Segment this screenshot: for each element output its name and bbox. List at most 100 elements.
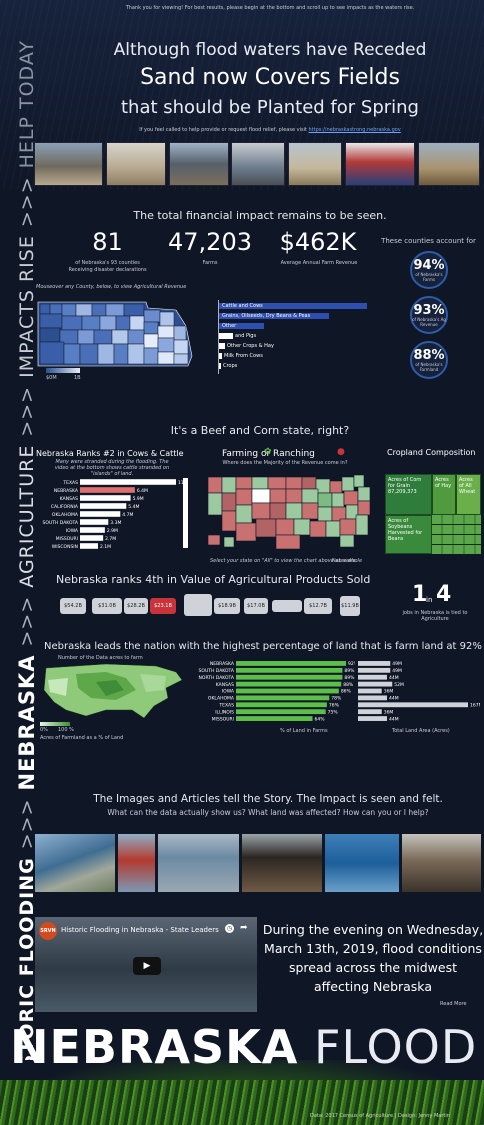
circle-pct: 93% bbox=[413, 302, 445, 318]
story-image-4[interactable] bbox=[242, 834, 322, 892]
bar-category-label: NORTH DAKOTA bbox=[199, 675, 235, 681]
state-north-carolina[interactable] bbox=[272, 600, 302, 612]
bar-mark[interactable] bbox=[358, 688, 382, 694]
bar-mark[interactable] bbox=[80, 527, 105, 533]
bar-mark[interactable] bbox=[236, 667, 343, 673]
rank4-title: Nebraska ranks 4th in Value of Agricultu… bbox=[56, 573, 371, 586]
farming-sub: Where does the Majority of the Revenue c… bbox=[222, 460, 348, 466]
farmland-legend-gradient bbox=[40, 722, 70, 726]
video-title[interactable]: Historic Flooding in Nebraska - State Le… bbox=[61, 926, 221, 934]
bar-mark[interactable] bbox=[80, 543, 98, 549]
bar-category-label: NEBRASKA bbox=[54, 488, 79, 494]
bar-mark[interactable] bbox=[236, 695, 330, 701]
bar-value-label: 11.2M bbox=[178, 480, 184, 486]
jobs-text: jobs in Nebraska is tied to Agriculture bbox=[402, 610, 468, 622]
video-player[interactable]: SRVN Historic Flooding in Nebraska - Sta… bbox=[35, 917, 257, 1012]
flood-photo-7 bbox=[418, 142, 480, 186]
revenue-bar-milk[interactable] bbox=[219, 353, 222, 359]
bar-mark[interactable] bbox=[236, 674, 343, 680]
bar-mark[interactable] bbox=[358, 709, 382, 715]
state-texas[interactable]: $28.2B bbox=[124, 598, 148, 614]
relief-line: If you feel called to help provide or re… bbox=[60, 127, 480, 133]
bar-mark[interactable] bbox=[236, 702, 327, 708]
bar-category-label: MISSOURI bbox=[56, 536, 78, 542]
farming-ranching-map[interactable] bbox=[206, 473, 376, 553]
bar-mark[interactable] bbox=[80, 487, 135, 493]
bar-mark[interactable] bbox=[358, 702, 468, 708]
bar-mark[interactable] bbox=[236, 661, 346, 666]
state-california[interactable]: $54.2B bbox=[60, 598, 86, 614]
revenue-bar-pigs[interactable] bbox=[219, 333, 233, 339]
flood-photo-5 bbox=[288, 142, 342, 186]
revenue-bar-crops[interactable] bbox=[219, 363, 221, 369]
farming-title-text: Farming or Ranching bbox=[222, 449, 315, 459]
footer-title-bold: NEBRASKA bbox=[10, 1020, 299, 1074]
bar-mark[interactable] bbox=[358, 674, 387, 680]
story-image-6[interactable] bbox=[402, 834, 481, 892]
bar-mark[interactable] bbox=[236, 681, 342, 687]
bar-mark[interactable] bbox=[358, 716, 387, 721]
nebraska-county-map[interactable] bbox=[36, 296, 196, 386]
treemap-other-crops[interactable] bbox=[432, 515, 481, 554]
clock-icon[interactable]: ◷ bbox=[225, 924, 234, 933]
video-channel-logo: SRVN bbox=[39, 922, 57, 940]
treemap-corn[interactable]: Acres of Corn for Grain 87,209,373 bbox=[385, 474, 432, 515]
bar-value-label: 4.7M bbox=[122, 512, 133, 518]
story-image-2[interactable] bbox=[118, 834, 155, 892]
bar-mark[interactable] bbox=[80, 535, 104, 541]
bar-mark[interactable] bbox=[358, 681, 393, 687]
bar-mark[interactable] bbox=[80, 519, 109, 525]
state-nebraska[interactable]: $23.1B bbox=[150, 598, 176, 614]
farm-pct-bar-chart: NEBRASKA 92% SOUTH DAKOTA 89% NORTH DAKOTA 89… bbox=[199, 661, 355, 722]
one-in-four-1: 1 bbox=[412, 582, 428, 607]
circle-pct: 88% bbox=[413, 347, 445, 363]
bar-value-label: 2.9M bbox=[107, 528, 118, 534]
bar-category-label: IOWA bbox=[66, 528, 79, 534]
bar-mark[interactable] bbox=[358, 695, 387, 701]
cropland-treemap[interactable]: Acres of Corn for Grain 87,209,373 Acres… bbox=[385, 474, 481, 554]
bar-category-label: IOWA bbox=[222, 689, 235, 695]
flood-photo-3 bbox=[169, 142, 229, 186]
us-farmland-map[interactable] bbox=[36, 660, 186, 722]
bar-value-label: 44M bbox=[389, 696, 399, 702]
bar-value-label: 89% bbox=[344, 675, 355, 681]
bar-mark[interactable] bbox=[358, 667, 391, 673]
cattle-scrollbar[interactable] bbox=[183, 478, 188, 548]
revenue-bar-cattle[interactable] bbox=[219, 303, 367, 309]
state-wisconsin[interactable]: $12.7B bbox=[304, 598, 332, 614]
share-icon[interactable]: ➦ bbox=[240, 923, 248, 933]
treemap-soybeans[interactable]: Acres of Soybeans Harvested for Beans bbox=[385, 515, 432, 554]
bar-mark[interactable] bbox=[236, 716, 313, 721]
revenue-bar-label: Other Crops & Hay bbox=[227, 343, 274, 349]
bar-mark[interactable] bbox=[236, 709, 326, 715]
bar-mark[interactable] bbox=[358, 661, 391, 666]
play-button-icon[interactable]: ▶ bbox=[133, 957, 161, 975]
story-image-1[interactable] bbox=[35, 834, 115, 892]
bar-category-label: TEXAS bbox=[218, 703, 234, 709]
bar-mark[interactable] bbox=[80, 479, 176, 485]
revenue-bar-label: Other bbox=[222, 323, 237, 329]
treemap-wheat[interactable]: Acres of All Wheat bbox=[456, 474, 481, 515]
bar-mark[interactable] bbox=[236, 688, 339, 694]
bar-value-label: 92% bbox=[348, 661, 355, 667]
revenue-bar-other[interactable] bbox=[219, 323, 264, 329]
bar-mark[interactable] bbox=[80, 503, 127, 509]
revenue-bar-other-crops[interactable] bbox=[219, 343, 225, 349]
state-illinois[interactable]: $17.0B bbox=[244, 598, 268, 614]
bar-value-label: 2.1M bbox=[100, 544, 111, 550]
revenue-bar-grains[interactable] bbox=[219, 313, 329, 319]
read-more-link[interactable]: Read More bbox=[440, 1001, 467, 1007]
bar-mark[interactable] bbox=[80, 495, 131, 501]
story-image-3[interactable] bbox=[158, 834, 239, 892]
treemap-hay[interactable]: Acres of Hay bbox=[432, 474, 456, 515]
state-indiana[interactable]: $11.9B bbox=[340, 596, 360, 616]
revenue-axis bbox=[218, 300, 219, 374]
evening-text: During the evening on Wednesday, March 1… bbox=[262, 922, 484, 994]
bar-category-label: WISCONSIN bbox=[52, 544, 78, 550]
state-kansas[interactable]: $18.9B bbox=[214, 598, 240, 614]
bar-mark[interactable] bbox=[80, 511, 121, 517]
state-minnesota[interactable] bbox=[184, 594, 212, 616]
relief-link[interactable]: https://nebraskastrong.nebraska.gov bbox=[308, 127, 401, 133]
story-image-5[interactable] bbox=[325, 834, 399, 892]
state-iowa[interactable]: $31.0B bbox=[92, 598, 122, 614]
